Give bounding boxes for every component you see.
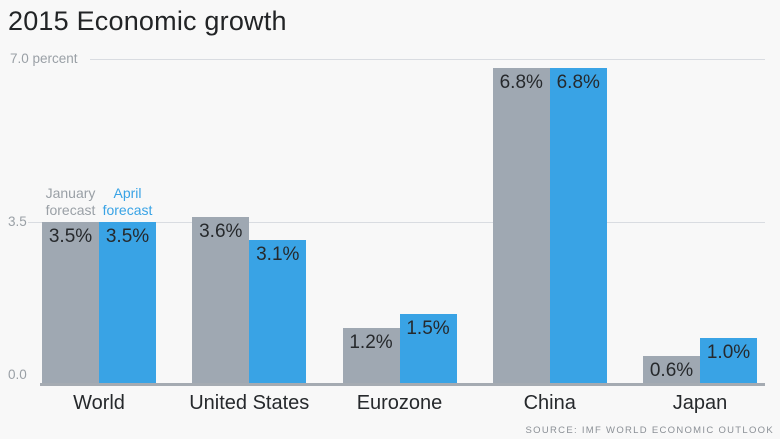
gridline	[28, 221, 765, 223]
legend-january-forecast: January forecast	[45, 185, 96, 218]
bar-value-label: 6.8%	[499, 72, 543, 94]
bar-value-label: 1.0%	[706, 341, 751, 363]
bar-january-forecast-eurozone	[342, 328, 400, 384]
x-axis-baseline	[40, 383, 765, 386]
y-axis-tick-label: 7.0 percent	[10, 51, 78, 66]
bar-value-label: 3.5%	[105, 225, 150, 247]
bar-april-forecast-eurozone	[399, 314, 457, 384]
bar-value-label: 1.2%	[349, 332, 393, 354]
x-axis-label-united-states: United States	[189, 392, 310, 414]
bar-january-forecast-china	[492, 68, 550, 384]
y-axis-tick-label: 0.0	[8, 367, 27, 382]
gridline	[90, 59, 765, 60]
bar-value-label: 3.5%	[48, 225, 93, 247]
x-axis-label-china: China	[523, 392, 576, 414]
bar-april-forecast-china	[549, 68, 607, 384]
bar-january-forecast-japan	[643, 356, 700, 384]
bar-value-label: 0.6%	[649, 360, 694, 382]
bar-april-forecast-united-states	[249, 240, 307, 384]
bar-value-label: 3.1%	[256, 244, 300, 266]
y-axis-tick-label: 3.5	[8, 213, 27, 229]
bar-april-forecast-world	[99, 221, 156, 384]
bar-value-label: 3.6%	[199, 220, 243, 242]
legend-april-forecast: April forecast	[102, 185, 153, 218]
bar-january-forecast-world	[42, 221, 99, 384]
source-note: SOURCE: IMF WORLD ECONOMIC OUTLOOK	[525, 425, 774, 436]
x-axis-label-eurozone: Eurozone	[356, 392, 443, 414]
bar-april-forecast-japan	[700, 337, 757, 384]
chart-title: 2015 Economic growth	[8, 6, 287, 36]
x-axis-label-japan: Japan	[672, 392, 728, 414]
bar-january-forecast-united-states	[192, 216, 250, 384]
bar-value-label: 1.5%	[406, 318, 450, 340]
bar-value-label: 6.8%	[556, 72, 600, 94]
x-axis-label-world: World	[73, 392, 125, 414]
